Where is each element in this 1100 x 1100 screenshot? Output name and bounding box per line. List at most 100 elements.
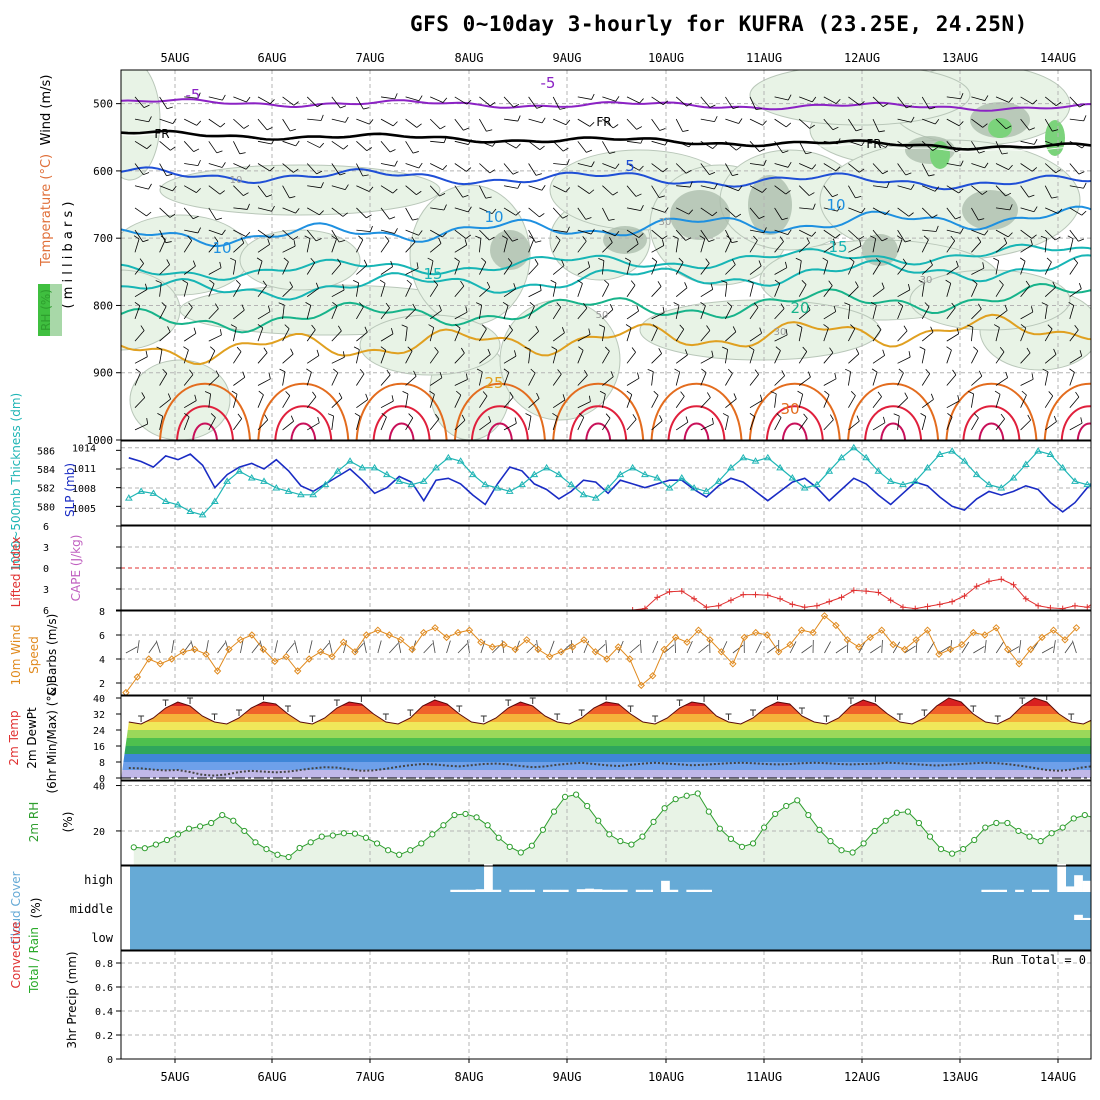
contour-10 — [121, 205, 1091, 248]
wind-barb-547 — [971, 141, 980, 154]
wind10-point-43 — [603, 655, 611, 663]
wind-barb-578 — [1020, 118, 1030, 131]
contour-35-arc-7 — [765, 405, 824, 440]
wind-barb-300 — [577, 334, 591, 342]
wind-barb-292 — [577, 163, 592, 168]
wind-barb-588 — [1020, 327, 1027, 342]
wind-barb-305 — [602, 96, 616, 102]
rh2m-point-45 — [617, 838, 624, 845]
wind-barb-159 — [356, 399, 368, 409]
wind-barb-feather-580 — [1031, 167, 1038, 172]
wind-barb-173 — [380, 350, 387, 364]
wind-barb-533 — [946, 185, 959, 194]
wind-barb-490 — [872, 287, 885, 298]
temp-minmax-marker-54 — [776, 696, 778, 700]
wind-barb-346 — [651, 286, 662, 297]
wind-barb-feather-17 — [166, 106, 173, 110]
wind-barb-feather-306 — [613, 124, 619, 129]
wind10-barb-41 — [583, 640, 590, 654]
wind-barb-feather-135 — [339, 239, 346, 243]
wind-barb-555 — [971, 308, 982, 320]
ylabel-lifted-index: Lifted Index — [9, 537, 23, 608]
temp-minmax-marker-70 — [970, 705, 977, 712]
wind-barb-198 — [430, 207, 445, 211]
y-tick-label-pressure-800: 800 — [93, 299, 113, 312]
wind-barb-554 — [971, 283, 978, 297]
wind-barb-370 — [700, 118, 715, 123]
wind-barb-feather-467 — [861, 140, 866, 146]
wind-barb-feather-310 — [608, 218, 615, 221]
wind-barb-73 — [233, 260, 237, 275]
wind-barb-feather-28 — [167, 326, 171, 333]
wind-barb-396 — [725, 331, 737, 342]
wind-barb-11 — [134, 305, 141, 320]
wind-barb-171 — [380, 307, 390, 320]
wind10-point-78 — [1003, 645, 1012, 654]
y-tick-label-wind-2: 2 — [99, 679, 105, 690]
wind-barb-feather-273 — [559, 107, 566, 110]
wind10-point-74 — [958, 640, 966, 649]
wind-barb-feather-617 — [1073, 258, 1079, 264]
ylabel-dewpoint-part-1: 2m DewPt — [25, 707, 39, 769]
wind-barb-196 — [430, 163, 443, 171]
wind-barb-feather-232 — [475, 235, 482, 239]
wind-barb-172 — [380, 333, 394, 342]
wind-barb-feather-67 — [239, 152, 246, 155]
ylabel-precip: 3hr Precip (mm) — [65, 951, 79, 1048]
wind-barb-feather-282 — [550, 279, 557, 284]
thickness-plot — [121, 441, 1091, 525]
wind-barb-178 — [405, 118, 418, 128]
wind-barb-378 — [700, 289, 713, 298]
wind-barb-feather-384 — [711, 417, 714, 424]
cloud-cover-fill — [130, 866, 1091, 950]
rh2m-point-69 — [882, 817, 889, 824]
cloud-high-bar-62 — [644, 889, 653, 892]
wind-barb-238 — [479, 371, 483, 386]
slp-point-6 — [186, 507, 195, 515]
contour-30-arc-3 — [355, 382, 448, 440]
wind-barb-210 — [454, 118, 464, 131]
contour-35-arc-1 — [176, 405, 234, 440]
wind-barb-feather-200 — [438, 237, 442, 244]
temp-band-3 — [121, 754, 1091, 762]
wind-barb-526 — [921, 373, 931, 386]
wind-barb-543 — [946, 400, 960, 409]
x-tick-label-top-6: 10AUG — [648, 51, 684, 65]
wind10-point-38 — [545, 652, 554, 661]
wind-barb-320 — [602, 417, 611, 431]
rh2m-point-18 — [318, 833, 325, 840]
wind-barb-340 — [651, 163, 664, 173]
wind-barb-506 — [897, 289, 911, 298]
wind-barb-616 — [1069, 238, 1074, 253]
wind-barb-feather-472 — [859, 240, 862, 247]
wind-barb-366 — [675, 371, 681, 386]
wind-barb-feather-404 — [763, 159, 767, 166]
wind-barb-354 — [675, 118, 683, 132]
wind-barb-606 — [1044, 371, 1049, 386]
wind-barb-feather-549 — [982, 190, 988, 195]
wind-barb-183 — [405, 229, 419, 236]
wind-barb-597 — [1044, 185, 1052, 199]
wind-barb-208 — [429, 418, 440, 431]
wind-barb-feather-253 — [514, 350, 517, 357]
contour-35-arc-8 — [864, 405, 923, 440]
wind-barb-620 — [1069, 329, 1079, 342]
wind10-point-70 — [912, 636, 920, 644]
wind-barb-feather-510 — [898, 368, 904, 374]
wind-barb-feather-542 — [952, 369, 957, 376]
wind-barb-feather-517 — [934, 186, 940, 192]
y-tick-label-thickness-580: 580 — [37, 502, 55, 513]
wind-barb-feather-180 — [418, 162, 423, 169]
wind-barb-feather-428 — [785, 328, 788, 336]
wind-barb-49 — [208, 96, 223, 101]
wind-barb-288 — [552, 416, 558, 431]
slp-point-46 — [677, 473, 686, 481]
wind-barb-feather-107 — [278, 302, 285, 306]
wind-barb-446 — [798, 376, 811, 386]
wind-barb-feather-63 — [204, 391, 211, 395]
wind-barb-feather-276 — [566, 159, 570, 166]
wind10-point-50 — [683, 638, 691, 646]
wind10-barb-16 — [294, 640, 299, 654]
wind-barb-feather-175 — [391, 395, 394, 402]
